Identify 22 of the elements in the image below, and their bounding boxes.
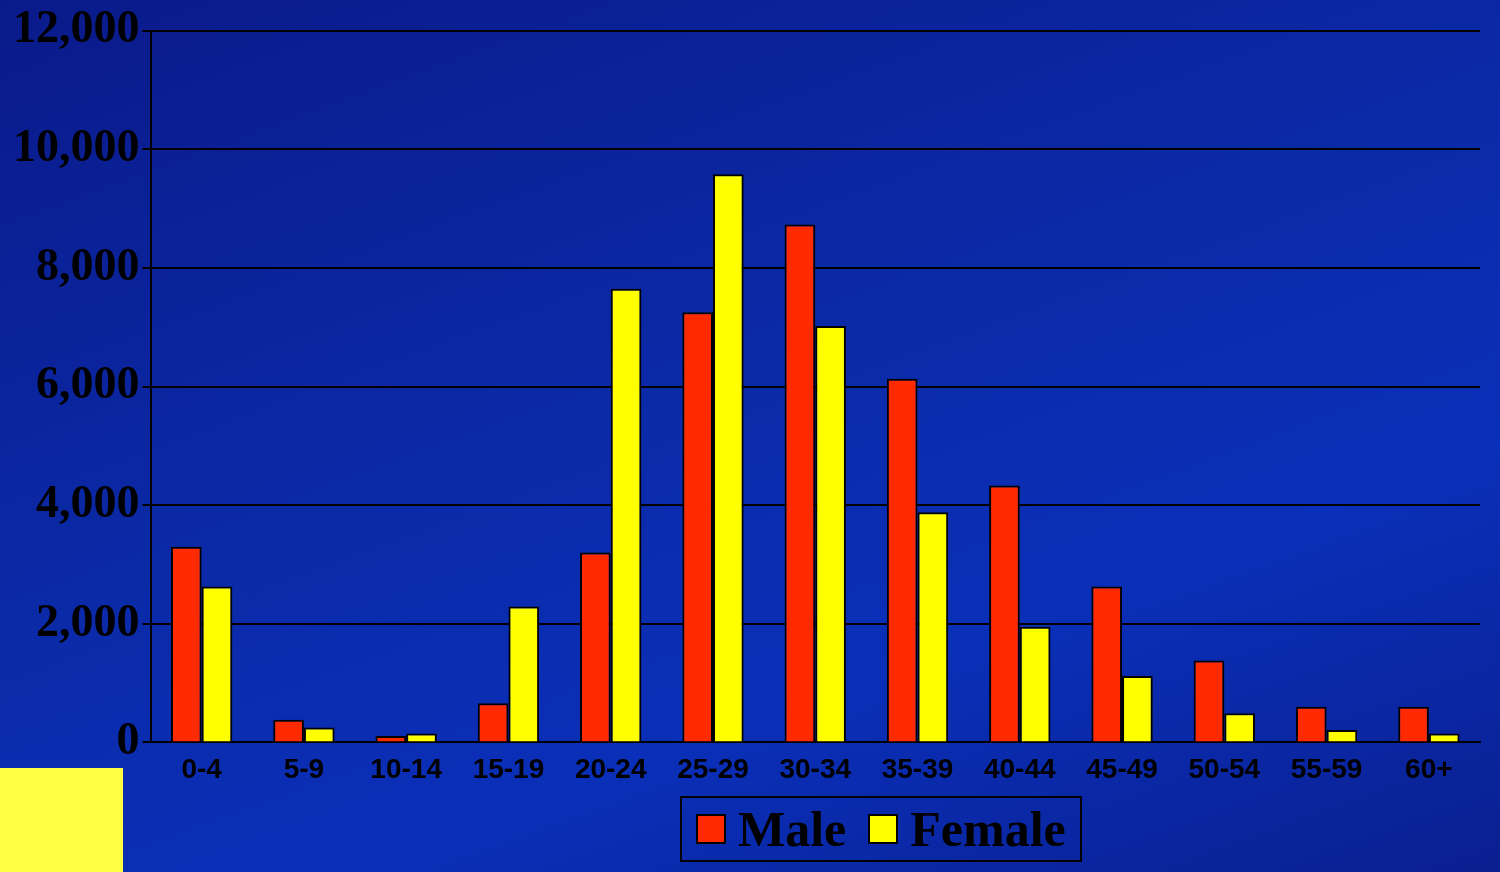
y-tick-label: 10,000: [13, 120, 140, 172]
x-tick-label: 40-44: [983, 752, 1057, 784]
y-tick-label: 2,000: [36, 594, 140, 646]
y-tick-label: 0: [116, 713, 140, 765]
x-tick-label: 10-14: [370, 752, 443, 784]
x-tick-label: 15-19: [472, 752, 545, 784]
y-tick-label: 4,000: [36, 476, 140, 528]
x-tick-label: 30-34: [779, 752, 852, 784]
x-tick-label: 5-9: [283, 752, 325, 784]
x-tick-label: 55-59: [1290, 752, 1363, 784]
y-tick-label: 12,000: [13, 1, 140, 53]
x-tick-label: 45-49: [1086, 752, 1158, 784]
x-tick-label: 60+: [1405, 752, 1453, 784]
y-tick-label: 8,000: [36, 238, 140, 290]
x-tick-label: 25-29: [677, 752, 749, 784]
x-tick-label: 50-54: [1188, 752, 1261, 784]
x-tick-label: 0-4: [181, 752, 223, 784]
legend-label: Female: [910, 800, 1066, 858]
y-tick-label: 6,000: [36, 357, 140, 409]
series-label: Male: [738, 800, 847, 858]
x-tick-label: 35-39: [881, 752, 954, 784]
x-tick-label: 20-24: [574, 752, 647, 784]
